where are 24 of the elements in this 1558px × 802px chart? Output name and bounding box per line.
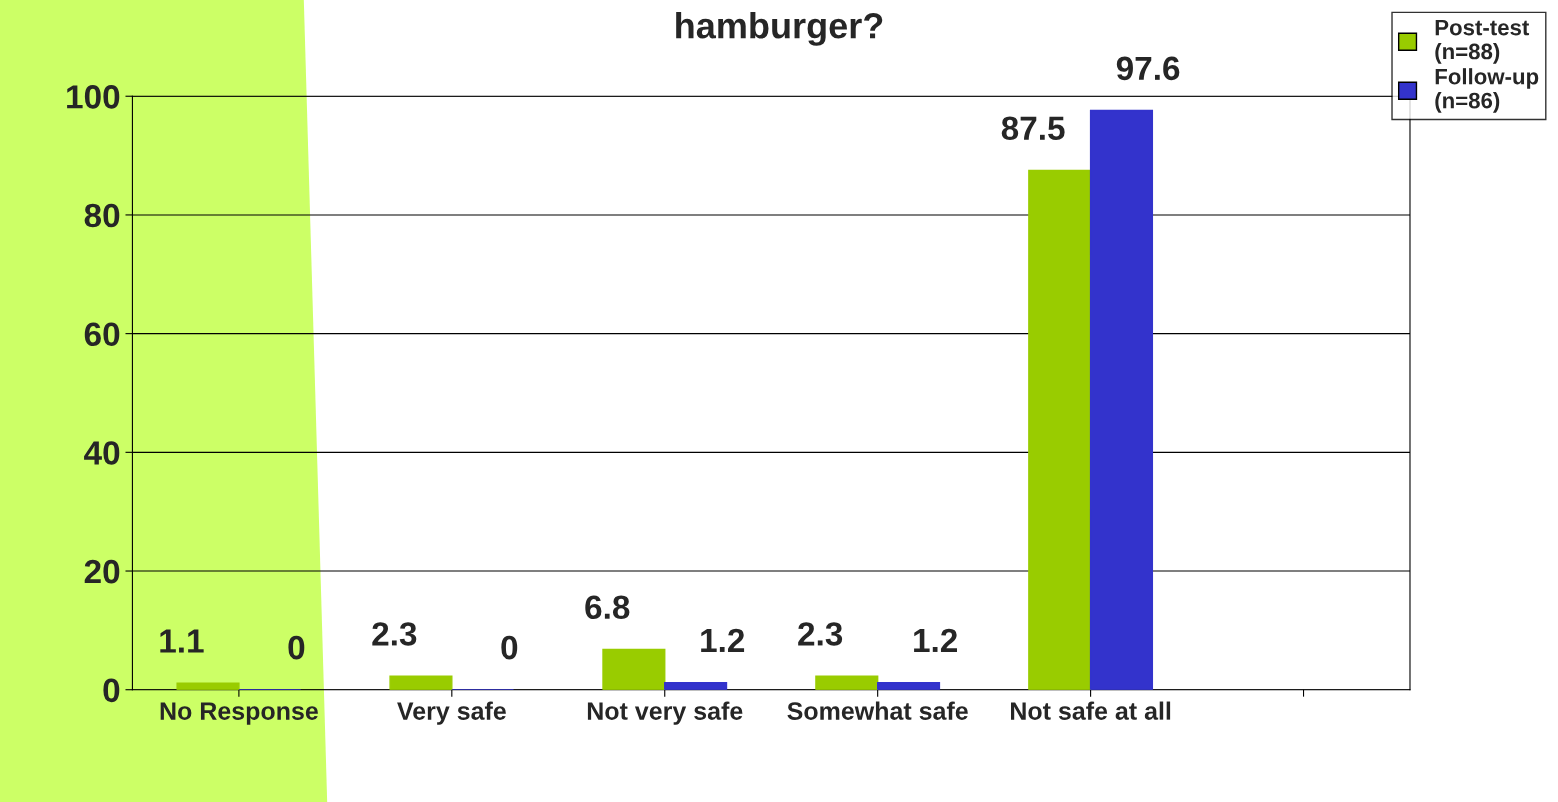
- data-label: 1.2: [701, 628, 745, 652]
- data-label: 87.5: [1001, 116, 1065, 141]
- legend-label: Post-test (n=88): [1435, 19, 1530, 64]
- y-tick-label: 40: [84, 441, 120, 465]
- data-label: 1.1: [160, 629, 204, 653]
- legend-label: Follow-up (n=86): [1435, 68, 1539, 113]
- data-label: 97.6: [1116, 56, 1180, 81]
- chart-title: hamburger?: [676, 12, 883, 46]
- x-tick-label: Not safe at all: [1011, 701, 1171, 720]
- data-label: 6.8: [585, 595, 630, 620]
- x-tick-label: Not very safe: [587, 701, 743, 725]
- y-tick-label: 0: [103, 678, 120, 703]
- y-tick-label: 80: [84, 203, 120, 228]
- y-tick-label: 20: [84, 559, 120, 584]
- x-tick-label: Very safe: [397, 701, 506, 725]
- x-tick-label: Somewhat safe: [787, 701, 968, 720]
- x-tick-label: No Response: [160, 702, 318, 725]
- y-tick-label: 60: [84, 322, 120, 347]
- data-label: 2.3: [372, 622, 417, 646]
- data-label: 0: [501, 635, 518, 660]
- data-label: 1.2: [914, 628, 957, 652]
- data-label: 2.3: [798, 622, 843, 646]
- data-label: 0: [288, 635, 305, 660]
- y-tick-label: 100: [67, 85, 120, 109]
